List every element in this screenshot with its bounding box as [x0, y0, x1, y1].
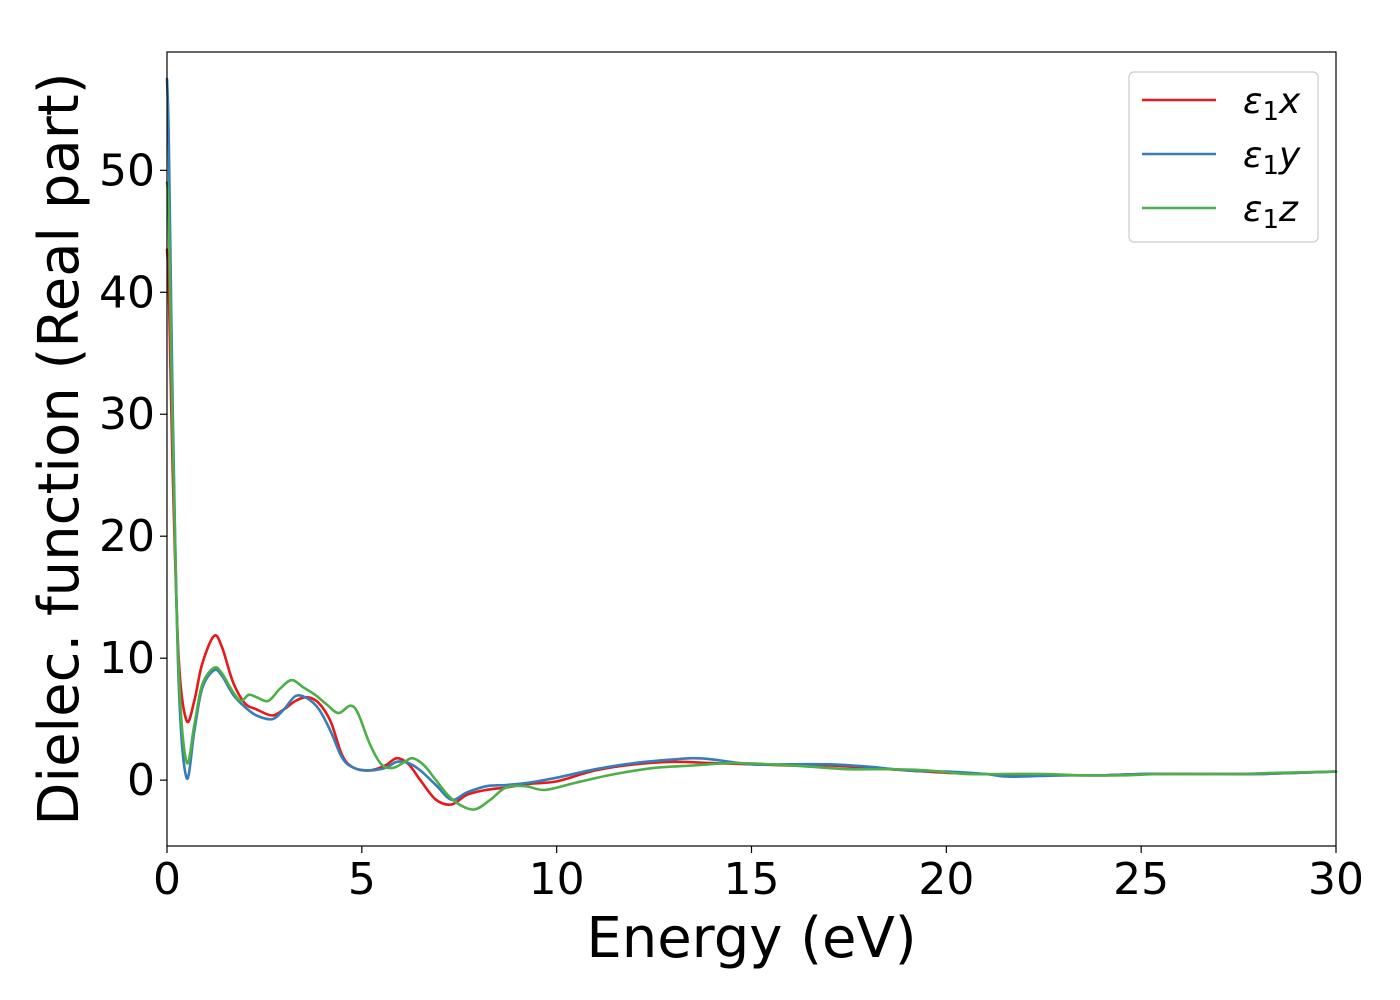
y-axis-label: Dielec. function (Real part): [27, 72, 92, 825]
y-tick-label: 10: [99, 633, 155, 684]
y-tick-label: 20: [99, 511, 155, 562]
legend-label-z: ε1z: [1243, 189, 1299, 235]
series-layer: [165, 77, 1338, 811]
x-axis: 0 5 10 15 20 25 30: [153, 846, 1364, 905]
y-tick-label: 30: [99, 389, 155, 440]
series-line-y: [165, 77, 1338, 802]
y-axis: 0 10 20 30 40 50: [99, 145, 167, 806]
legend: ε1x ε1y ε1z: [1128, 71, 1319, 243]
series-line-x: [165, 248, 1338, 806]
x-tick-label: 30: [1308, 854, 1364, 905]
y-tick-label: 50: [99, 145, 155, 196]
x-tick-label: 25: [1113, 854, 1169, 905]
x-tick-label: 5: [348, 854, 376, 905]
legend-label-x: ε1x: [1243, 81, 1301, 127]
x-axis-label: Energy (eV): [586, 906, 916, 971]
x-tick-label: 15: [724, 854, 780, 905]
y-tick-label: 0: [127, 755, 155, 806]
x-tick-label: 0: [153, 854, 181, 905]
x-tick-label: 20: [918, 854, 974, 905]
series-line-z: [165, 181, 1338, 811]
legend-box: [1128, 71, 1319, 243]
x-tick-label: 10: [529, 854, 585, 905]
y-tick-label: 40: [99, 267, 155, 318]
legend-label-y: ε1y: [1243, 135, 1301, 181]
